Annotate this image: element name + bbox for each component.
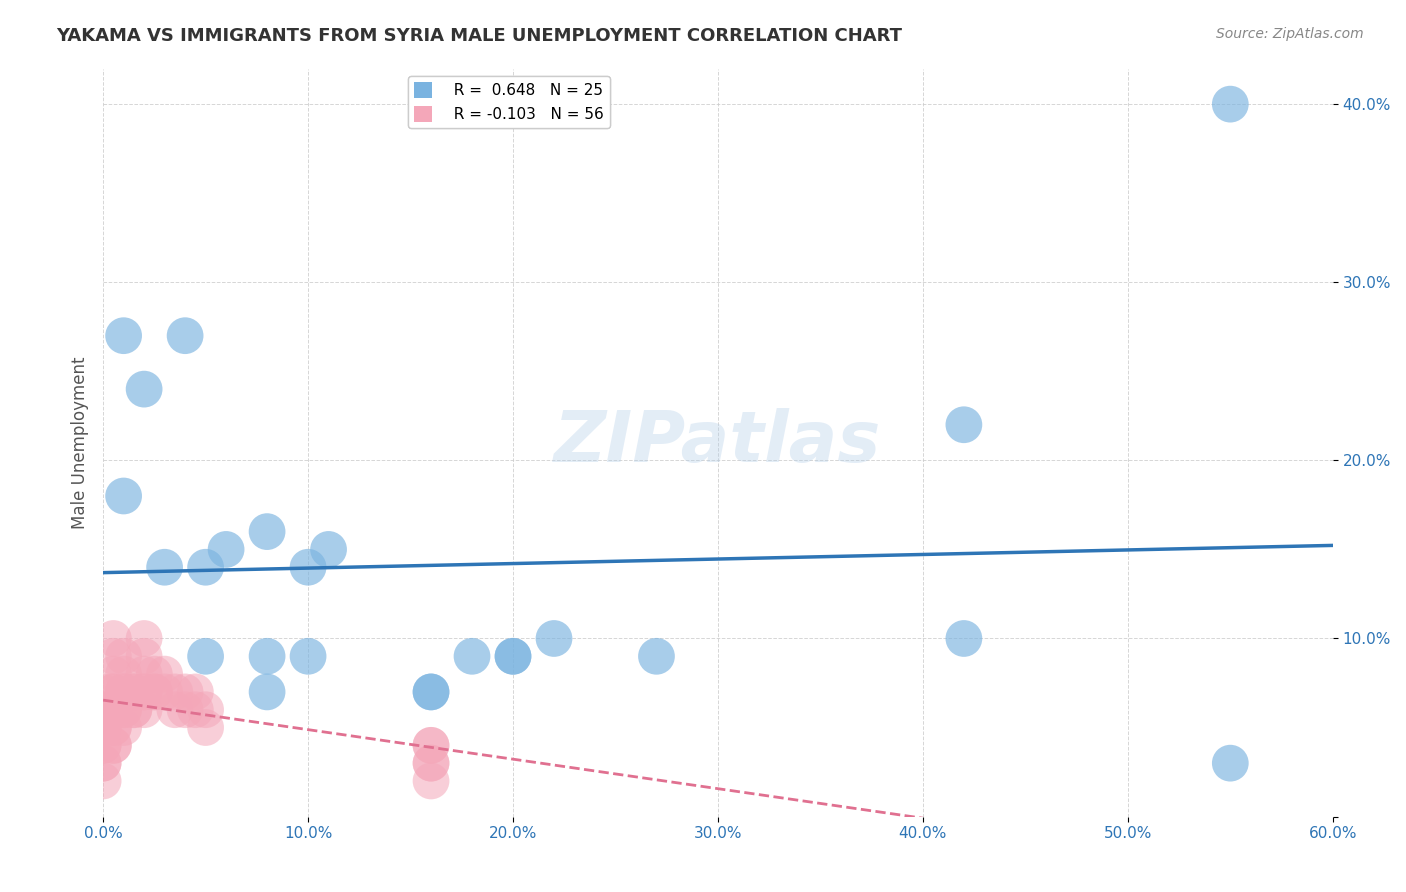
Point [420, 685, 443, 699]
Point [953, 632, 976, 646]
Point [174, 685, 197, 699]
Point [112, 667, 135, 681]
Point [184, 685, 207, 699]
Point [103, 739, 125, 753]
Point [153, 685, 176, 699]
Point [420, 756, 443, 771]
Text: ZIPatlas: ZIPatlas [554, 408, 882, 477]
Point [103, 703, 125, 717]
Point [91, 685, 114, 699]
Point [122, 685, 145, 699]
Point [163, 685, 186, 699]
Point [112, 489, 135, 503]
Point [1219, 756, 1241, 771]
Point [122, 685, 145, 699]
Point [502, 649, 524, 664]
Point [134, 703, 156, 717]
Point [91, 703, 114, 717]
Text: Source: ZipAtlas.com: Source: ZipAtlas.com [1216, 27, 1364, 41]
Point [112, 649, 135, 664]
Point [420, 739, 443, 753]
Point [112, 703, 135, 717]
Point [318, 542, 340, 557]
Point [194, 721, 217, 735]
Point [543, 632, 565, 646]
Point [112, 703, 135, 717]
Point [256, 685, 278, 699]
Point [91, 739, 114, 753]
Point [153, 667, 176, 681]
Point [297, 649, 319, 664]
Point [184, 703, 207, 717]
Point [134, 382, 156, 396]
Point [502, 649, 524, 664]
Point [91, 739, 114, 753]
Point [112, 685, 135, 699]
Point [174, 703, 197, 717]
Point [953, 417, 976, 432]
Point [91, 703, 114, 717]
Point [91, 721, 114, 735]
Point [256, 649, 278, 664]
Point [153, 560, 176, 574]
Point [103, 721, 125, 735]
Point [91, 721, 114, 735]
Point [103, 667, 125, 681]
Point [143, 685, 166, 699]
Point [143, 667, 166, 681]
Point [103, 632, 125, 646]
Point [420, 685, 443, 699]
Point [103, 649, 125, 664]
Point [174, 328, 197, 343]
Point [420, 774, 443, 789]
Point [420, 739, 443, 753]
Point [103, 721, 125, 735]
Point [103, 685, 125, 699]
Point [103, 685, 125, 699]
Point [297, 560, 319, 574]
Point [215, 542, 238, 557]
Point [256, 524, 278, 539]
Point [91, 756, 114, 771]
Point [103, 739, 125, 753]
Point [645, 649, 668, 664]
Point [1219, 97, 1241, 112]
Point [134, 667, 156, 681]
Point [194, 703, 217, 717]
Point [461, 649, 484, 664]
Point [91, 774, 114, 789]
Legend:   R =  0.648   N = 25,   R = -0.103   N = 56: R = 0.648 N = 25, R = -0.103 N = 56 [408, 76, 610, 128]
Point [194, 560, 217, 574]
Point [122, 703, 145, 717]
Point [134, 685, 156, 699]
Point [143, 685, 166, 699]
Text: YAKAMA VS IMMIGRANTS FROM SYRIA MALE UNEMPLOYMENT CORRELATION CHART: YAKAMA VS IMMIGRANTS FROM SYRIA MALE UNE… [56, 27, 903, 45]
Point [163, 703, 186, 717]
Point [134, 685, 156, 699]
Point [112, 685, 135, 699]
Point [122, 703, 145, 717]
Point [91, 756, 114, 771]
Point [194, 649, 217, 664]
Point [112, 721, 135, 735]
Point [112, 328, 135, 343]
Point [134, 632, 156, 646]
Y-axis label: Male Unemployment: Male Unemployment [72, 356, 89, 529]
Point [420, 756, 443, 771]
Point [134, 649, 156, 664]
Point [103, 703, 125, 717]
